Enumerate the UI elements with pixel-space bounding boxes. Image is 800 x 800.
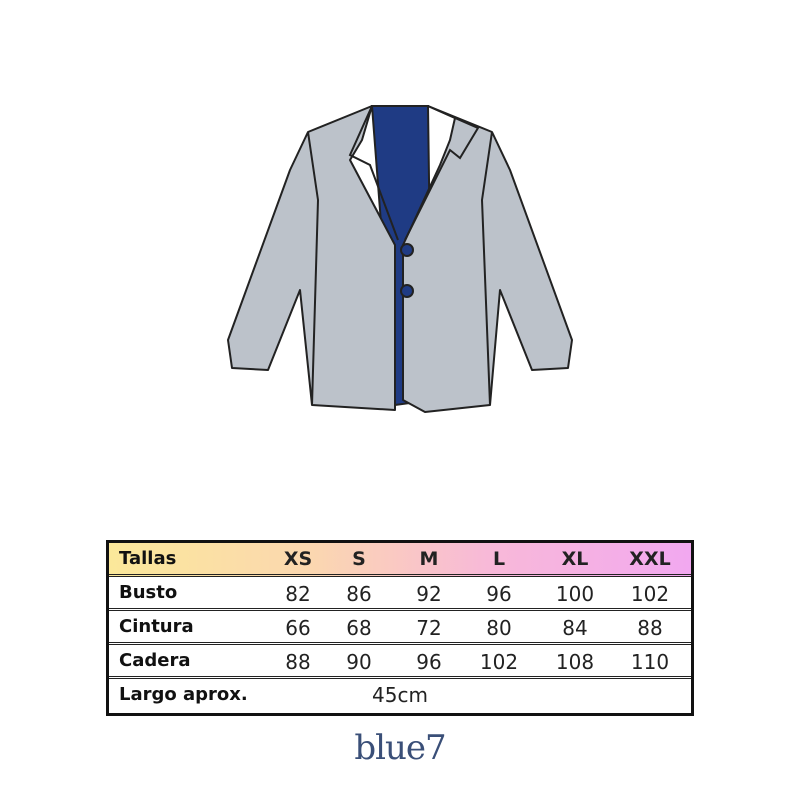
size-chart-table: Tallas XS S M L XL XXL Busto 82 86 92 96…: [106, 540, 694, 716]
cell: 88: [285, 650, 311, 674]
cell: 108: [555, 650, 595, 674]
brand-logo: blue7: [354, 728, 446, 768]
cell: 110: [630, 650, 670, 674]
table-row-cintura: Cintura 66 68 72 80 84 88: [109, 611, 691, 645]
cell: 80: [486, 616, 512, 640]
size-m: M: [419, 548, 439, 570]
cell: 96: [486, 582, 512, 606]
size-xs: XS: [283, 548, 313, 570]
table-header-row: Tallas XS S M L XL XXL: [109, 543, 691, 577]
row-label: Busto: [119, 582, 178, 603]
cell: 102: [630, 582, 670, 606]
left-lapel: [348, 105, 399, 241]
table-row-cadera: Cadera 88 90 96 102 108 110: [109, 645, 691, 679]
cell: 88: [637, 616, 663, 640]
cell: 72: [416, 616, 442, 640]
button-bottom: [400, 284, 414, 298]
cell: 92: [416, 582, 442, 606]
cell: 68: [346, 616, 372, 640]
row-label: Cintura: [119, 616, 194, 637]
cell: 100: [555, 582, 595, 606]
header-label: Tallas: [119, 548, 177, 569]
size-s: S: [352, 548, 366, 570]
cell: 84: [562, 616, 588, 640]
button-top: [400, 243, 414, 257]
row-label: Largo aprox.: [119, 684, 248, 705]
table-row-busto: Busto 82 86 92 96 100 102: [109, 577, 691, 611]
size-xl: XL: [561, 548, 589, 570]
cell: 102: [479, 650, 519, 674]
size-xxl: XXL: [629, 548, 671, 570]
cell: 96: [416, 650, 442, 674]
row-label: Cadera: [119, 650, 191, 671]
cell: 82: [285, 582, 311, 606]
jacket-illustration: [227, 105, 573, 413]
table-row-largo: Largo aprox. 45cm: [109, 679, 691, 713]
size-l: L: [492, 548, 506, 570]
jacket-left: [227, 105, 396, 411]
cell: 90: [346, 650, 372, 674]
cell: 86: [346, 582, 372, 606]
length-value: 45cm: [372, 683, 428, 707]
cell: 66: [285, 616, 311, 640]
right-lapel: [404, 105, 480, 241]
